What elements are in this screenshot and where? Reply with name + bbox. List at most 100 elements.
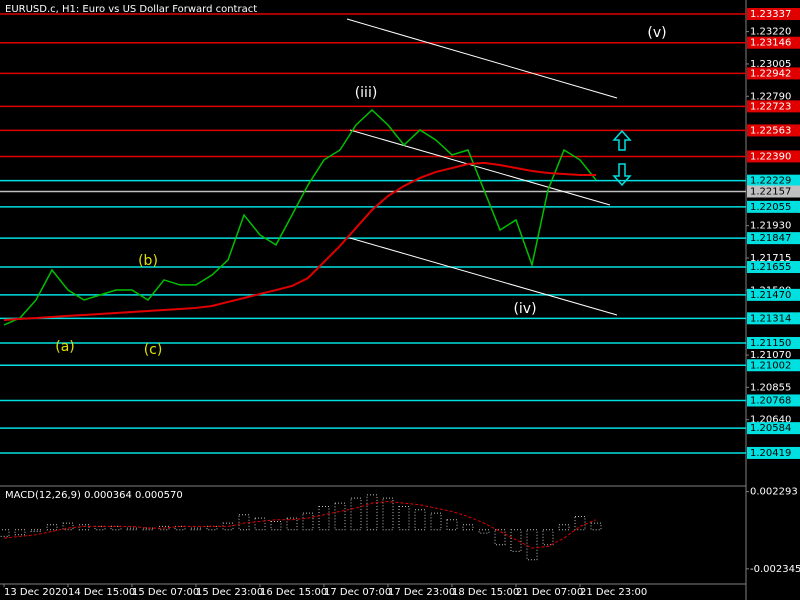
macd-bar bbox=[110, 525, 122, 531]
level-label: 1.23146 bbox=[750, 38, 791, 49]
macd-bar bbox=[366, 494, 378, 531]
level-label: 1.20768 bbox=[750, 395, 791, 406]
wave-label: (iv) bbox=[513, 301, 536, 317]
x-tick-label: 17 Dec 07:00 bbox=[324, 587, 391, 598]
level-label-box bbox=[747, 288, 800, 301]
level-label-box bbox=[747, 36, 800, 49]
x-tick-label: 14 Dec 15:00 bbox=[68, 587, 135, 598]
macd-bar bbox=[574, 515, 586, 531]
macd-signal bbox=[3, 500, 597, 549]
level-label-box bbox=[747, 124, 800, 137]
up-arrow bbox=[612, 129, 632, 151]
level-label: 1.22229 bbox=[750, 176, 791, 187]
macd-tick-label: 0.002293 bbox=[750, 487, 798, 498]
y-tick-label: 1.20855 bbox=[750, 382, 791, 393]
y-tick-label: 1.21070 bbox=[750, 350, 791, 361]
down-arrow bbox=[612, 163, 632, 187]
macd-bar bbox=[430, 512, 442, 531]
macd-bar bbox=[478, 529, 490, 534]
wave-label: (c) bbox=[144, 342, 163, 358]
x-tick-label: 18 Dec 15:00 bbox=[452, 587, 519, 598]
level-label: 1.21655 bbox=[750, 262, 791, 273]
wave-label: (b) bbox=[138, 253, 158, 269]
x-tick-label: 13 Dec 2020 bbox=[4, 587, 68, 598]
x-tick-label: 15 Dec 23:00 bbox=[196, 587, 263, 598]
macd-bar bbox=[62, 522, 74, 531]
channel-line bbox=[349, 237, 618, 316]
level-label: 1.22942 bbox=[750, 68, 791, 79]
level-label: 1.22055 bbox=[750, 202, 791, 213]
level-label-box bbox=[747, 185, 800, 198]
level-label: 1.23337 bbox=[750, 9, 791, 20]
level-label-box bbox=[747, 261, 800, 274]
level-label: 1.21470 bbox=[750, 290, 791, 301]
x-tick-label: 21 Dec 23:00 bbox=[580, 587, 647, 598]
channel-line bbox=[346, 18, 618, 99]
x-tick-label: 16 Dec 15:00 bbox=[260, 587, 327, 598]
macd-bar bbox=[302, 512, 314, 531]
level-label: 1.22390 bbox=[750, 151, 791, 162]
x-tick-label: 15 Dec 07:00 bbox=[132, 587, 199, 598]
x-tick-label: 17 Dec 23:00 bbox=[388, 587, 455, 598]
macd-bar bbox=[94, 525, 106, 531]
level-label-box bbox=[747, 200, 800, 213]
y-tick-label: 1.23220 bbox=[750, 27, 791, 38]
level-label: 1.21314 bbox=[750, 313, 791, 324]
level-label-box bbox=[747, 422, 800, 435]
level-label: 1.20584 bbox=[750, 423, 791, 434]
macd-tick-label: -0.002345 bbox=[750, 564, 800, 575]
level-label-box bbox=[747, 7, 800, 20]
x-tick-label: 21 Dec 07:00 bbox=[516, 587, 583, 598]
macd-bar bbox=[510, 529, 522, 552]
y-tick-label: 1.23005 bbox=[750, 59, 791, 70]
y-tick-label: 1.22790 bbox=[750, 91, 791, 102]
macd-bar bbox=[206, 525, 218, 531]
level-label-box bbox=[747, 174, 800, 187]
channel-line bbox=[349, 129, 611, 206]
y-tick-label: 1.21715 bbox=[750, 253, 791, 264]
macd-bar bbox=[318, 505, 330, 531]
macd-bar bbox=[526, 529, 538, 561]
wave-label: (a) bbox=[55, 339, 75, 355]
macd-bar bbox=[462, 524, 474, 531]
macd-bar bbox=[558, 524, 570, 531]
macd-bar bbox=[286, 517, 298, 531]
level-label: 1.20419 bbox=[750, 448, 791, 459]
macd-bar bbox=[254, 517, 266, 531]
y-tick-label: 1.21930 bbox=[750, 221, 791, 232]
levels bbox=[0, 13, 746, 454]
wave-label: (iii) bbox=[355, 85, 378, 101]
chart-title: EURUSD.c, H1: Euro vs US Dollar Forward … bbox=[5, 4, 257, 15]
macd-bar bbox=[542, 529, 554, 546]
level-label-box bbox=[747, 312, 800, 325]
level-label: 1.21847 bbox=[750, 233, 791, 244]
macd-bar bbox=[446, 519, 458, 531]
macd-bar bbox=[238, 514, 250, 531]
level-label: 1.22723 bbox=[750, 101, 791, 112]
wave-label: (v) bbox=[647, 25, 666, 41]
level-label-box bbox=[747, 232, 800, 245]
level-label-box bbox=[747, 150, 800, 163]
level-label-box bbox=[747, 446, 800, 459]
macd-bar bbox=[494, 529, 506, 546]
price-line bbox=[3, 108, 597, 326]
level-label-box bbox=[747, 394, 800, 407]
macd-bar bbox=[590, 522, 602, 531]
level-label: 1.21150 bbox=[750, 338, 791, 349]
level-label-box bbox=[747, 336, 800, 349]
level-label-box bbox=[747, 359, 800, 372]
level-label: 1.21002 bbox=[750, 360, 791, 371]
level-label: 1.22157 bbox=[750, 187, 791, 198]
macd-bar bbox=[398, 505, 410, 531]
macd-bar bbox=[0, 529, 10, 537]
y-tick-label: 1.20640 bbox=[750, 415, 791, 426]
level-label-box bbox=[747, 100, 800, 113]
macd-title: MACD(12,26,9) 0.000364 0.000570 bbox=[5, 490, 183, 501]
macd-bar bbox=[222, 522, 234, 531]
level-label: 1.22563 bbox=[750, 125, 791, 136]
macd-bar bbox=[46, 524, 58, 531]
macd-bar bbox=[14, 529, 26, 536]
level-label-box bbox=[747, 67, 800, 80]
